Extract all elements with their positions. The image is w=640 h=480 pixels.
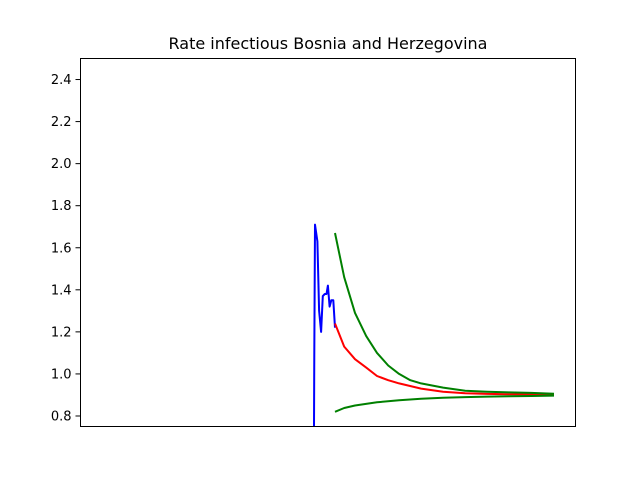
chart-title: Rate infectious Bosnia and Herzegovina [169, 34, 488, 53]
y-axis: 0.8 1.0 1.2 1.4 1.6 1.8 2.0 2.2 2.4 [51, 73, 81, 424]
series-line-2 [334, 323, 555, 396]
series-line-4 [334, 394, 555, 413]
series-line-1 [313, 223, 336, 427]
y-tick-label: 0.8 [51, 409, 72, 424]
y-tick-label: 1.6 [51, 241, 72, 256]
y-tick-label: 2.2 [51, 115, 72, 130]
y-tick-label: 2.0 [51, 157, 72, 172]
y-tick-label: 2.4 [51, 73, 72, 88]
series-line-3 [334, 232, 555, 395]
y-tick-label: 1.0 [51, 367, 72, 382]
plot-frame [80, 58, 576, 427]
y-tick-label: 1.4 [51, 283, 72, 298]
y-tick-label: 1.2 [51, 325, 72, 340]
series-layer [313, 223, 555, 427]
y-tick-label: 1.8 [51, 199, 72, 214]
